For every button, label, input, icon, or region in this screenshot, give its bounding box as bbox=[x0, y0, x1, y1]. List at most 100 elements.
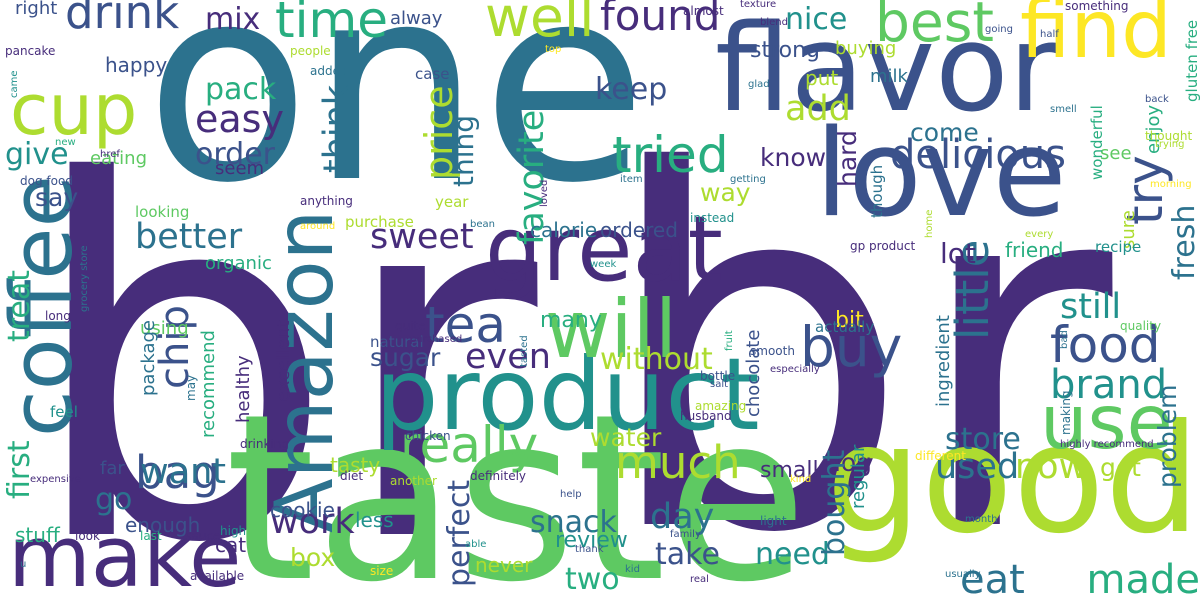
word-drink: drink bbox=[65, 0, 180, 39]
word-best: best bbox=[875, 0, 994, 54]
word-found: found bbox=[600, 0, 721, 40]
word-bit: bit bbox=[835, 308, 864, 333]
word-something: something bbox=[1065, 0, 1129, 13]
word-cup: cup bbox=[10, 69, 138, 151]
word-food: food bbox=[1050, 316, 1161, 374]
word-able: able bbox=[465, 539, 487, 550]
word-package: package bbox=[138, 320, 159, 396]
word-order: order bbox=[195, 137, 275, 172]
word-organic: organic bbox=[205, 253, 272, 274]
word-fruit: fruit bbox=[724, 330, 735, 351]
word-though: though bbox=[868, 164, 886, 218]
word-husband: husband bbox=[680, 409, 732, 423]
word-blend: blend bbox=[760, 17, 788, 28]
word-first: first bbox=[2, 440, 37, 499]
word-loved: loved bbox=[539, 179, 550, 207]
word-bottle: bottle bbox=[700, 369, 736, 383]
word-anything: anything bbox=[300, 194, 353, 208]
word-month: month bbox=[965, 514, 998, 525]
word-need: need bbox=[755, 537, 830, 572]
word-added: added bbox=[310, 64, 348, 78]
word-much: much bbox=[615, 436, 741, 489]
word-way: way bbox=[700, 178, 751, 207]
word-around: around bbox=[300, 221, 336, 232]
word-good: good bbox=[826, 393, 1200, 567]
word-go: go bbox=[95, 482, 133, 517]
word-see: see bbox=[1100, 143, 1132, 164]
word-every: every bbox=[1025, 229, 1054, 240]
word-come: come bbox=[910, 118, 979, 147]
word-bought: bought bbox=[817, 449, 852, 556]
word-gp-product: gp product bbox=[850, 239, 916, 253]
word-alway: alway bbox=[390, 8, 443, 29]
word-say: say bbox=[35, 183, 79, 212]
word-ordered: ordered bbox=[600, 218, 678, 242]
word-getting: getting bbox=[730, 174, 766, 185]
word-think: think bbox=[317, 84, 357, 173]
word-tea: tea bbox=[425, 296, 507, 354]
word-stuff: stuff bbox=[15, 523, 60, 547]
word-size: size bbox=[370, 564, 394, 578]
word-cat: cat bbox=[215, 533, 247, 557]
word-href: href bbox=[100, 149, 120, 160]
word-now: now bbox=[1015, 447, 1088, 487]
word-ingredient: ingredient bbox=[933, 315, 954, 407]
word-problem: problem bbox=[1153, 384, 1182, 488]
word-help: help bbox=[560, 489, 582, 500]
word-perfect: perfect bbox=[442, 479, 477, 587]
word-home: home bbox=[924, 209, 935, 238]
word-calorie: calorie bbox=[530, 218, 598, 242]
word-making: making bbox=[1059, 390, 1073, 435]
word-water: water bbox=[590, 423, 662, 452]
word-instead: instead bbox=[690, 211, 735, 225]
word-two: two bbox=[565, 562, 620, 597]
word-br: br bbox=[25, 79, 538, 600]
word-feel: feel bbox=[50, 403, 78, 421]
word-review: review bbox=[555, 528, 628, 553]
word-u: u bbox=[20, 559, 27, 570]
word-got: got bbox=[1100, 453, 1141, 482]
word-quite: quite bbox=[395, 319, 426, 333]
word-make: make bbox=[8, 508, 242, 600]
word-less: less bbox=[355, 508, 394, 532]
word-snack: snack bbox=[530, 505, 617, 540]
word-still: still bbox=[1060, 287, 1122, 327]
word-tasted: tasted bbox=[519, 335, 530, 367]
word-want: want bbox=[140, 452, 226, 492]
word-quality: quality bbox=[1120, 319, 1162, 333]
word-store: store bbox=[945, 422, 1021, 457]
word-enough: enough bbox=[125, 513, 201, 537]
word-new: new bbox=[55, 137, 76, 148]
word-different: different bbox=[915, 449, 966, 463]
word-cookie: cookie bbox=[270, 498, 335, 522]
word-salt: salt bbox=[710, 379, 729, 390]
word-using: using bbox=[140, 318, 189, 339]
word-texture: texture bbox=[740, 0, 777, 10]
word-taste: taste bbox=[225, 366, 808, 600]
word-long: long bbox=[45, 309, 71, 323]
word-find: find bbox=[1020, 0, 1172, 76]
word-buying: buying bbox=[835, 38, 897, 59]
word-chocolate: chocolate bbox=[743, 329, 764, 417]
word-better: better bbox=[135, 217, 243, 257]
word-morning: morning bbox=[1150, 179, 1192, 190]
word-actually: actually bbox=[815, 318, 875, 336]
word-strong: strong bbox=[750, 38, 821, 63]
word-definitely: definitely bbox=[470, 469, 527, 483]
word-high: high bbox=[220, 524, 247, 538]
word-buy: buy bbox=[800, 315, 903, 379]
word-especially: especially bbox=[770, 364, 820, 375]
word-smell: smell bbox=[1050, 104, 1077, 115]
word-smooth: smooth bbox=[750, 344, 795, 358]
word-right: right bbox=[15, 0, 58, 19]
word-real: real bbox=[690, 574, 709, 585]
word-box: box bbox=[290, 543, 336, 572]
word-brand: brand bbox=[1050, 362, 1168, 408]
word-bean: bean bbox=[470, 219, 495, 230]
word-hot: hot bbox=[510, 449, 530, 463]
word-dog-food: dog food bbox=[20, 174, 73, 188]
word-fresh: fresh bbox=[1167, 204, 1200, 280]
word-product: product bbox=[375, 336, 760, 453]
word-lot: lot bbox=[940, 237, 976, 270]
word-recommend: recommend bbox=[198, 330, 219, 438]
